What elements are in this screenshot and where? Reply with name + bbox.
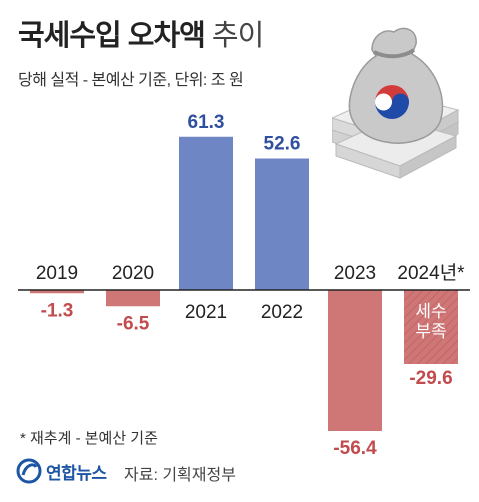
title-light: 추이 — [211, 20, 264, 52]
category-label-5: 2024년* — [397, 262, 465, 284]
bar-2022 — [255, 158, 309, 290]
logo-text: 연합뉴스 — [46, 463, 107, 483]
category-label-2: 2021 — [185, 302, 227, 323]
footnote: * 재추계 - 본예산 기준 — [20, 430, 158, 447]
bar-annotation-line-1: 부족 — [415, 322, 446, 341]
money-bag-icon — [348, 27, 444, 144]
bar-2019 — [30, 290, 84, 294]
category-label-0: 2019 — [36, 263, 78, 284]
value-label-2: 61.3 — [188, 112, 225, 133]
value-label-1: -6.5 — [117, 313, 150, 334]
category-label-4: 2023 — [334, 263, 376, 284]
bar-annotation-line-0: 세수 — [415, 302, 446, 321]
bar-2023 — [328, 290, 382, 431]
title-bold: 국세수입 오차액 — [18, 20, 206, 52]
bar-2021 — [179, 136, 233, 290]
bar-2024년* — [404, 290, 458, 364]
value-label-3: 52.6 — [264, 134, 301, 155]
yonhap-logo: 연합뉴스 — [16, 458, 107, 484]
value-label-0: -1.3 — [41, 300, 74, 321]
chart-title: 국세수입 오차액 추이 — [18, 12, 264, 54]
source-text: 자료: 기획재정부 — [124, 467, 236, 484]
value-label-4: -56.4 — [333, 438, 377, 459]
category-label-1: 2020 — [112, 263, 154, 284]
category-label-3: 2022 — [261, 302, 303, 323]
money-bag-illustration — [332, 27, 460, 179]
chart-subtitle: 당해 실적 - 본예산 기준, 단위: 조 원 — [18, 72, 244, 89]
bar-2020 — [106, 290, 160, 307]
yonhap-logo-icon — [16, 458, 42, 484]
value-label-5: -29.6 — [409, 368, 452, 389]
